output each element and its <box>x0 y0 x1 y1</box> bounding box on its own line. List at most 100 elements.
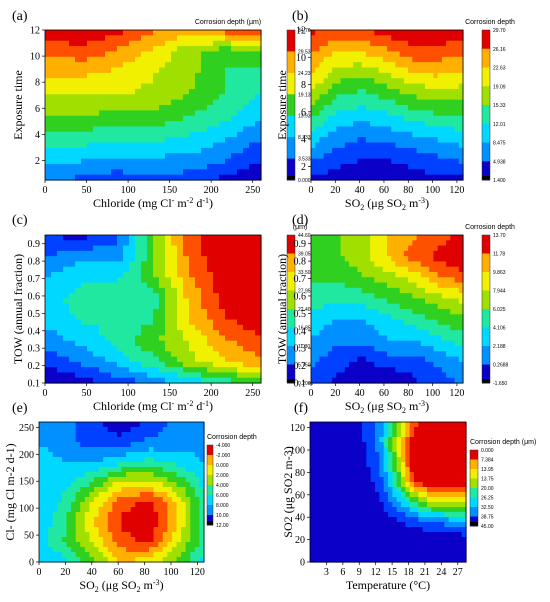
heatmap-cell <box>332 256 337 263</box>
heatmap-cell <box>111 83 118 90</box>
heatmap-cell <box>195 314 202 321</box>
heatmap-cell <box>315 121 321 128</box>
panel-label: (d) <box>292 213 309 228</box>
heatmap-cell <box>93 272 100 278</box>
heatmap-cell <box>395 169 401 176</box>
heatmap-cell <box>416 356 422 363</box>
heatmap-cell <box>45 356 52 363</box>
heatmap-cell <box>365 72 371 79</box>
heatmap-cell <box>126 427 132 433</box>
heatmap-cell <box>75 240 82 247</box>
heatmap-cell <box>332 35 337 42</box>
colorbar-band <box>482 364 490 384</box>
heatmap-cell <box>129 126 136 133</box>
heatmap-cell <box>99 377 106 384</box>
heatmap-cell <box>45 163 52 170</box>
heatmap-cell <box>75 324 82 331</box>
heatmap-cell <box>111 356 118 363</box>
heatmap-cell <box>374 324 380 331</box>
heatmap-cell <box>213 266 220 273</box>
heatmap-cell <box>117 282 124 289</box>
heatmap-cell <box>171 427 178 433</box>
heatmap-cell <box>382 319 388 326</box>
heatmap-cell <box>69 287 76 294</box>
heatmap-cell <box>437 99 443 106</box>
heatmap-cell <box>374 142 380 149</box>
heatmap-cell <box>446 137 451 144</box>
heatmap-cell <box>365 121 371 128</box>
heatmap-cell <box>199 427 205 433</box>
heatmap-cell <box>433 46 439 53</box>
heatmap-cell <box>323 126 329 133</box>
heatmap-cell <box>93 35 100 42</box>
heatmap-cell <box>231 121 238 128</box>
heatmap-cell <box>71 432 77 438</box>
heatmap-cell <box>231 30 238 36</box>
heatmap-cell <box>231 147 238 154</box>
heatmap-cell <box>255 340 262 347</box>
heatmap-cell <box>425 121 430 128</box>
heatmap-cell <box>349 67 354 74</box>
heatmap-cell <box>353 261 359 268</box>
heatmap-cell <box>437 56 443 63</box>
heatmap-cell <box>176 422 182 428</box>
heatmap-cell <box>454 324 460 331</box>
heatmap-cell <box>403 110 409 117</box>
heatmap-cell <box>66 482 72 488</box>
heatmap-cell <box>159 309 166 315</box>
heatmap-cell <box>353 137 359 144</box>
heatmap-cell <box>255 293 262 300</box>
heatmap-cell <box>126 477 132 483</box>
heatmap-cell <box>126 457 132 463</box>
panel-label: (b) <box>292 9 309 24</box>
heatmap-cell <box>171 72 178 79</box>
heatmap-cell <box>99 83 106 90</box>
heatmap-cell <box>374 346 380 352</box>
heatmap-cell <box>429 340 435 347</box>
heatmap-cell <box>315 356 321 363</box>
heatmap-cell <box>395 319 401 326</box>
heatmap-cell <box>185 517 191 523</box>
heatmap-cell <box>153 442 159 448</box>
heatmap-cell <box>69 46 76 53</box>
heatmap-cell <box>147 169 154 176</box>
heatmap-cell <box>446 46 451 53</box>
heatmap-cell <box>99 147 106 154</box>
heatmap-cell <box>231 314 238 321</box>
heatmap-cell <box>437 298 443 305</box>
heatmap-cell <box>69 293 76 300</box>
heatmap-cell <box>374 245 380 252</box>
heatmap-cell <box>332 261 337 268</box>
heatmap-cell <box>255 314 262 321</box>
heatmap-cell <box>176 437 182 443</box>
heatmap-cell <box>43 432 49 438</box>
heatmap-cell <box>219 335 226 342</box>
heatmap-cell <box>87 319 94 326</box>
heatmap-cell <box>45 126 52 133</box>
heatmap-cell <box>89 522 95 528</box>
heatmap-cell <box>395 78 401 85</box>
heatmap-cell <box>93 277 100 284</box>
heatmap-cell <box>213 40 220 47</box>
heatmap-cell <box>416 287 422 294</box>
heatmap-cell <box>255 282 262 289</box>
heatmap-cell <box>144 502 150 508</box>
heatmap-cell <box>48 512 54 518</box>
heatmap-cell <box>441 235 447 241</box>
heatmap-cell <box>315 261 321 268</box>
heatmap-cell <box>332 51 337 58</box>
heatmap-cell <box>387 330 392 337</box>
heatmap-cell <box>361 335 367 342</box>
heatmap-cell <box>311 309 316 315</box>
heatmap-cell <box>51 356 58 363</box>
heatmap-cell <box>123 67 130 74</box>
heatmap-cell <box>433 335 439 342</box>
heatmap-cell <box>213 67 220 74</box>
heatmap-cell <box>357 303 363 310</box>
heatmap-cell <box>458 240 464 247</box>
heatmap-cell <box>117 361 124 368</box>
heatmap-cell <box>195 56 202 63</box>
heatmap-cell <box>344 272 350 278</box>
heatmap-cell <box>153 250 160 257</box>
heatmap-cell <box>391 62 397 69</box>
